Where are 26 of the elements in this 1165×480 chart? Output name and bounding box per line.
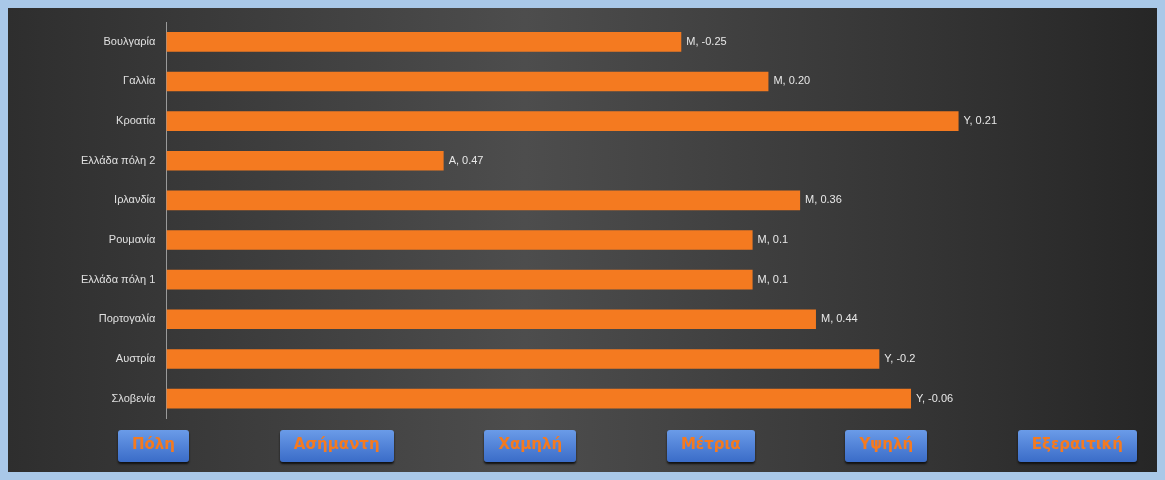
y-tick-label: Ελλάδα πόλη 2 [81, 153, 156, 166]
text: Εξεραιτική [1017, 430, 1137, 462]
y-tick-label: Σλοβενία [111, 391, 156, 404]
annotation: Μ, 0.44 [820, 312, 858, 325]
y-tick-label: Βουλγαρία [103, 34, 156, 47]
text: Πόλη [118, 430, 190, 462]
annotation: Μ, 0.1 [757, 272, 789, 285]
text: Χαμηλή [484, 430, 577, 462]
y-tick-label: Κροατία [116, 114, 156, 127]
text: Ασήμαντη [279, 430, 394, 462]
annotation: Υ, -0.06 [916, 391, 954, 404]
y-tick-label: Αυστρία [115, 351, 156, 364]
annotation: Μ, 0.20 [773, 74, 811, 87]
text: Υ, 0.21 [963, 114, 998, 127]
annotation: Μ, -0.25 [686, 34, 727, 47]
annotation: Μ, 0.36 [805, 193, 842, 206]
annotation: Α, 0.47 [448, 153, 484, 166]
text: Μέτρια [666, 430, 755, 462]
y-tick-label: Ελλάδα πόλη 1 [81, 272, 156, 285]
y-tick-label: Γαλλία [123, 74, 156, 87]
text: Υψηλή [845, 430, 928, 462]
y-tick-label: Πορτογαλία [98, 312, 156, 325]
y-tick-label: Ιρλανδία [114, 193, 156, 206]
annotation: Μ, 0.1 [757, 233, 789, 246]
y-tick-label: Ρουμανία [108, 233, 156, 246]
annotation: Υ, -0.2 [884, 351, 916, 364]
